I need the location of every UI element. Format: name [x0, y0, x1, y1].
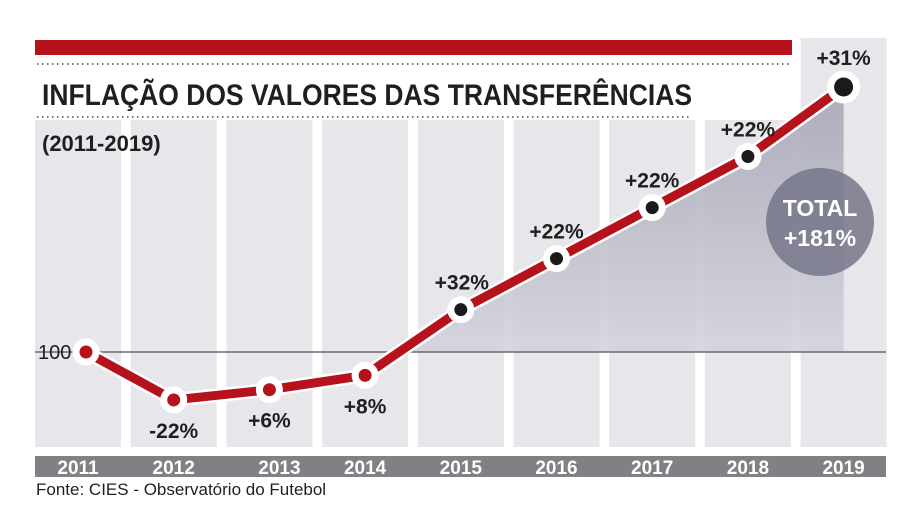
- header-red-bar: [35, 40, 792, 55]
- x-tick-label-2012: 2012: [153, 458, 195, 479]
- data-point-2011: [79, 345, 93, 359]
- total-bubble: [766, 168, 874, 276]
- data-label-2017: +22%: [625, 170, 680, 193]
- data-point-2015: [454, 303, 468, 317]
- total-label: TOTAL: [783, 195, 858, 221]
- x-tick-label-2016: 2016: [535, 458, 577, 479]
- data-point-2013: [262, 383, 276, 397]
- area-fill-group: [86, 87, 844, 352]
- chart-title: INFLAÇÃO DOS VALORES DAS TRANSFERÊNCIAS: [42, 78, 692, 112]
- data-label-2012: -22%: [149, 420, 198, 443]
- column-bg-2015: [417, 120, 504, 447]
- year-axis-bar: [35, 456, 886, 477]
- data-point-2019: [834, 77, 854, 97]
- x-tick-label-2013: 2013: [258, 458, 300, 479]
- data-label-2019: +31%: [816, 47, 871, 70]
- total-value: +181%: [784, 225, 856, 251]
- x-tick-labels-group: 2011 2012 2013 2014 2015 2016 2017 2018 2019: [57, 458, 864, 479]
- x-tick-label-2014: 2014: [344, 458, 387, 479]
- data-label-2018: +22%: [721, 118, 776, 141]
- data-label-2016: +22%: [529, 221, 584, 244]
- column-bg-2011: [35, 120, 121, 447]
- x-tick-label-2019: 2019: [822, 458, 864, 479]
- baseline-label: 100: [38, 342, 71, 364]
- area-fill: [86, 87, 844, 352]
- data-point-2014: [358, 368, 372, 382]
- data-label-2015: +32%: [435, 272, 490, 295]
- title-background: [35, 66, 695, 116]
- x-tick-label-2011: 2011: [57, 458, 99, 479]
- source-note: Fonte: CIES - Observatório do Futebol: [36, 480, 327, 499]
- chart-subtitle: (2011-2019): [42, 131, 161, 156]
- data-point-2012: [167, 393, 181, 407]
- data-point-2016: [550, 252, 563, 266]
- data-label-2013: +6%: [248, 410, 291, 433]
- series-points-group: [72, 70, 861, 414]
- data-point-2018: [741, 149, 755, 163]
- data-labels-group: -22% +6% +8% +32% +22% +22% +22% +31%: [149, 47, 871, 443]
- x-tick-label-2017: 2017: [631, 458, 673, 479]
- x-tick-label-2018: 2018: [727, 458, 769, 479]
- column-bg-2014: [322, 120, 409, 447]
- data-point-2017: [645, 201, 659, 215]
- x-tick-label-2015: 2015: [440, 458, 483, 479]
- data-label-2014: +8%: [344, 395, 387, 418]
